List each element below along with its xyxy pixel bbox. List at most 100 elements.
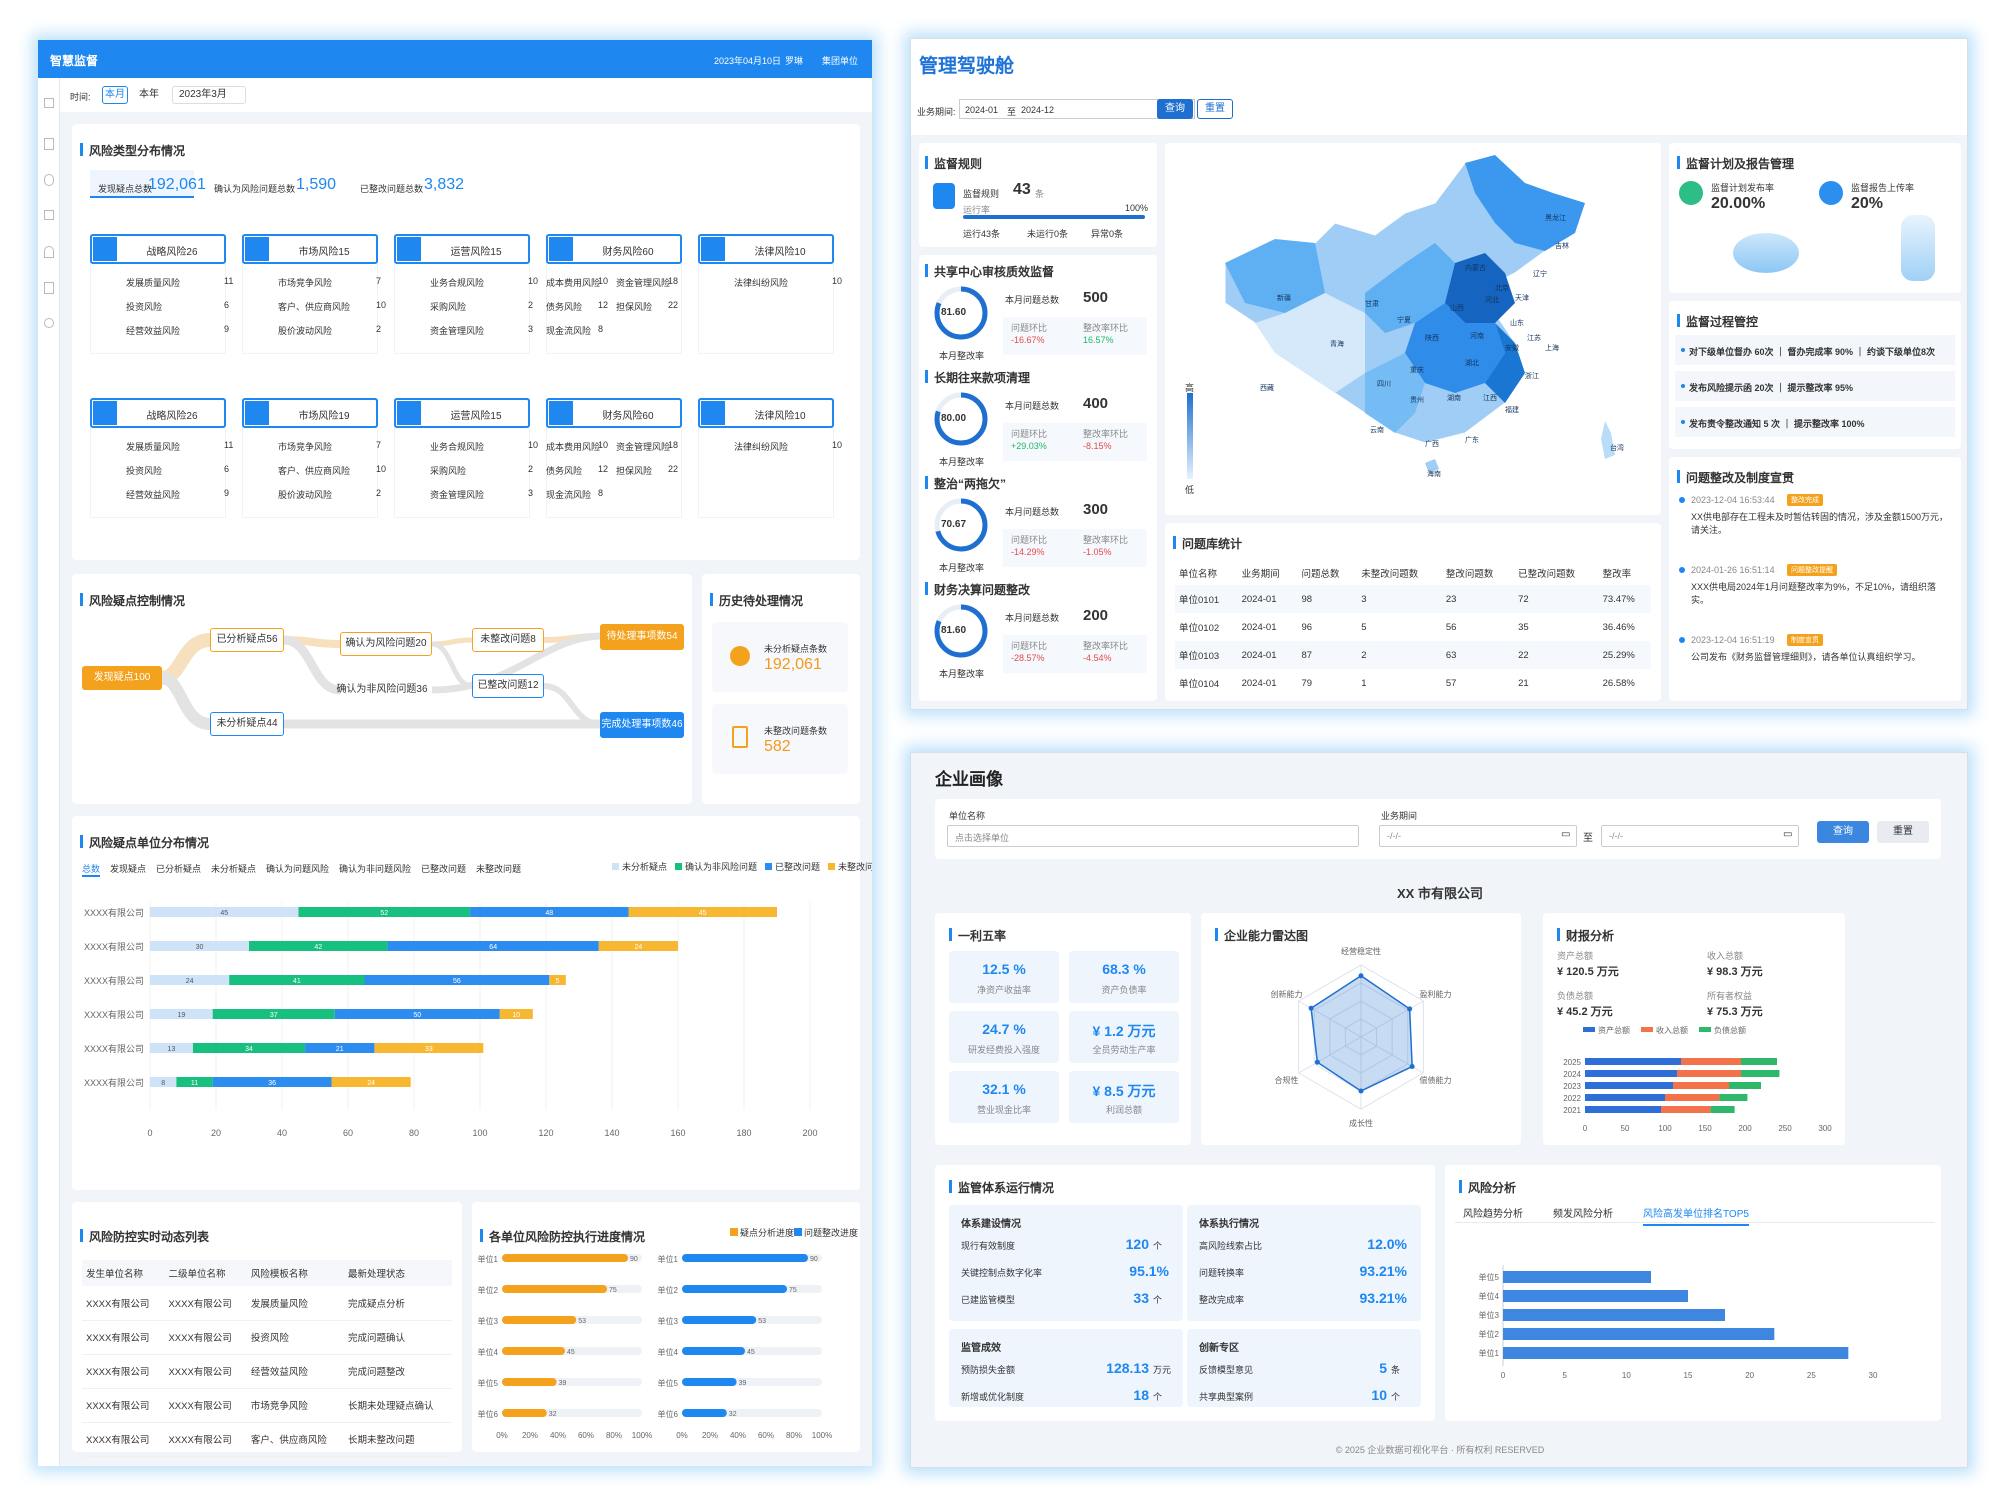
- map-region-label[interactable]: 福建: [1505, 407, 1519, 414]
- start-date-input[interactable]: [1379, 825, 1577, 847]
- map-region-label[interactable]: 广西: [1425, 441, 1439, 448]
- flow-node-unanalyzed[interactable]: 未分析疑点44: [210, 712, 284, 736]
- bell-icon[interactable]: [44, 246, 54, 258]
- map-region-label[interactable]: 安徽: [1505, 345, 1519, 352]
- map-region-label[interactable]: 湖南: [1447, 395, 1461, 402]
- map-region-label[interactable]: 云南: [1370, 427, 1384, 434]
- table-row[interactable]: 单位0103 2024-01 87 2 63 22 25.29%: [1175, 641, 1651, 669]
- map-region-label[interactable]: 四川: [1377, 381, 1391, 388]
- map-region-label[interactable]: 上海: [1545, 345, 1559, 352]
- map-region-label[interactable]: 河南: [1470, 333, 1484, 340]
- query-button[interactable]: 查询: [1157, 99, 1193, 119]
- flow-node-notrisk[interactable]: 确认为非风险问题36: [336, 684, 428, 695]
- risk-tab[interactable]: 频发风险分析: [1553, 1209, 1613, 1220]
- profile-reset-button[interactable]: 重置: [1877, 821, 1929, 843]
- map-region-label[interactable]: 海南: [1427, 471, 1441, 478]
- map-region-label[interactable]: 西藏: [1260, 385, 1274, 392]
- table-cell: 63: [1445, 649, 1457, 661]
- unit-dist-tab[interactable]: 未分析疑点: [211, 864, 257, 874]
- flow-node-unfixed[interactable]: 未整改问题8: [472, 628, 544, 652]
- map-region-label[interactable]: 甘肃: [1365, 301, 1379, 308]
- map-region-label[interactable]: 湖北: [1465, 360, 1479, 367]
- table-row[interactable]: XXXX有限公司 XXXX有限公司 市场竞争风险 长期未处理疑点确认: [82, 1388, 452, 1422]
- map-region-label[interactable]: 北京: [1495, 285, 1509, 292]
- profile-query-button[interactable]: 查询: [1817, 821, 1869, 843]
- process-item[interactable]: [1675, 407, 1955, 437]
- unit-select-input[interactable]: [947, 825, 1359, 847]
- unit-dist-tab[interactable]: 未整改问题: [476, 864, 522, 874]
- map-region-label[interactable]: 山东: [1510, 320, 1524, 327]
- flow-node-found[interactable]: 发现疑点100: [82, 666, 162, 690]
- calendar-icon[interactable]: ▭: [1783, 829, 1793, 840]
- grid-icon[interactable]: [44, 210, 54, 220]
- map-region-label[interactable]: 重庆: [1410, 367, 1424, 374]
- table-cell: 22: [1518, 649, 1529, 661]
- flow-node-analyzed[interactable]: 已分析疑点56: [210, 628, 284, 652]
- map-region-label[interactable]: 辽宁: [1533, 271, 1547, 278]
- table-row[interactable]: XXXX有限公司 XXXX有限公司 经营效益风险 完成问题整改: [82, 1354, 452, 1388]
- table-cell: XXXX有限公司: [86, 1333, 150, 1344]
- month-picker[interactable]: 2023年3月: [172, 86, 246, 104]
- map-region-label[interactable]: 广东: [1465, 437, 1479, 444]
- unit-dist-tab[interactable]: 已整改问题: [421, 864, 467, 874]
- map-region-label[interactable]: 宁夏: [1397, 317, 1411, 324]
- map-region-label[interactable]: 天津: [1515, 295, 1529, 302]
- map-region-label[interactable]: 江西: [1483, 395, 1497, 402]
- map-region-label[interactable]: 青海: [1330, 341, 1344, 348]
- table-row[interactable]: XXXX有限公司 XXXX有限公司 投资风险 完成问题确认: [82, 1320, 452, 1354]
- year-button[interactable]: 本年: [139, 89, 159, 100]
- flow-node-pending[interactable]: 待处理事项数54: [600, 624, 684, 650]
- risk-item-label: 资金管理风险: [430, 326, 485, 336]
- settings-icon[interactable]: [44, 318, 54, 328]
- x-tick: 0: [1501, 1371, 1506, 1380]
- month-button[interactable]: 本月: [102, 86, 128, 104]
- x-tick: 80: [409, 1128, 419, 1138]
- map-region-label[interactable]: 新疆: [1277, 295, 1291, 302]
- stat-found-tab[interactable]: [90, 170, 194, 198]
- table-row[interactable]: 单位0101 2024-01 98 3 23 72 73.47%: [1175, 585, 1651, 613]
- map-region-label[interactable]: 内蒙古: [1465, 265, 1486, 272]
- flow-node-confirm[interactable]: 确认为风险问题20: [340, 632, 432, 656]
- map-region-label[interactable]: 台湾: [1610, 445, 1624, 452]
- risk-item-value: 18: [668, 440, 679, 450]
- unit-dist-tab[interactable]: 总数: [82, 862, 101, 877]
- map-region-label[interactable]: 江苏: [1527, 335, 1541, 342]
- period-range-input[interactable]: [959, 99, 1195, 119]
- gauge-ring: [934, 604, 988, 658]
- end-date-input[interactable]: [1601, 825, 1799, 847]
- user-menu[interactable]: 罗琳: [785, 56, 804, 66]
- database-icon[interactable]: [44, 174, 54, 186]
- bar-value: 45: [220, 910, 228, 917]
- unit-dist-tab[interactable]: 确认为非问题风险: [339, 864, 412, 874]
- progress-bar: [502, 1285, 607, 1293]
- risk-tab[interactable]: 风险高发单位排名TOP5: [1643, 1205, 1749, 1226]
- map-region-label[interactable]: 陕西: [1425, 335, 1439, 342]
- process-item[interactable]: [1675, 371, 1955, 401]
- flow-node-done[interactable]: 完成处理事项数46: [600, 712, 684, 738]
- reset-button[interactable]: 重置: [1197, 99, 1233, 119]
- map-region-label[interactable]: 浙江: [1525, 373, 1539, 380]
- process-item[interactable]: [1675, 335, 1955, 365]
- radar-axis-label: 经营稳定性: [1341, 946, 1381, 956]
- unit-dist-tab[interactable]: 已分析疑点: [156, 864, 202, 874]
- calendar-icon[interactable]: ▭: [1561, 829, 1571, 840]
- table-row[interactable]: 单位0104 2024-01 79 1 57 21 26.58%: [1175, 669, 1651, 697]
- menu-icon[interactable]: [44, 98, 54, 108]
- risk-tab[interactable]: 风险趋势分析: [1463, 1209, 1523, 1220]
- map-region-label[interactable]: 山西: [1450, 305, 1464, 312]
- map-region-label[interactable]: 河北: [1485, 297, 1499, 304]
- map-region-label[interactable]: 黑龙江: [1545, 215, 1566, 222]
- document-icon[interactable]: [44, 138, 54, 150]
- unit-dist-tab[interactable]: 发现疑点: [110, 864, 147, 874]
- table-row[interactable]: XXXX有限公司 XXXX有限公司 发展质量风险 完成疑点分析: [82, 1286, 452, 1320]
- table-row[interactable]: XXXX有限公司 XXXX有限公司 客户、供应商风险 长期未整改问题: [82, 1422, 452, 1456]
- supervision-box: [949, 1329, 1183, 1407]
- map-region-label[interactable]: 吉林: [1555, 243, 1569, 250]
- map-region-label[interactable]: 贵州: [1410, 397, 1424, 404]
- table-row[interactable]: 单位0102 2024-01 96 5 56 35 36.46%: [1175, 613, 1651, 641]
- list-icon[interactable]: [44, 282, 54, 294]
- flow-node-fixed[interactable]: 已整改问题12: [472, 674, 544, 698]
- unit-dist-tab[interactable]: 确认为问题风险: [266, 864, 330, 874]
- rules-card: 监督规则 监督规则 43 条 运行率 100% 运行43条 未运行0条 异常0条: [919, 143, 1157, 247]
- unit-menu[interactable]: 集团单位: [822, 56, 859, 66]
